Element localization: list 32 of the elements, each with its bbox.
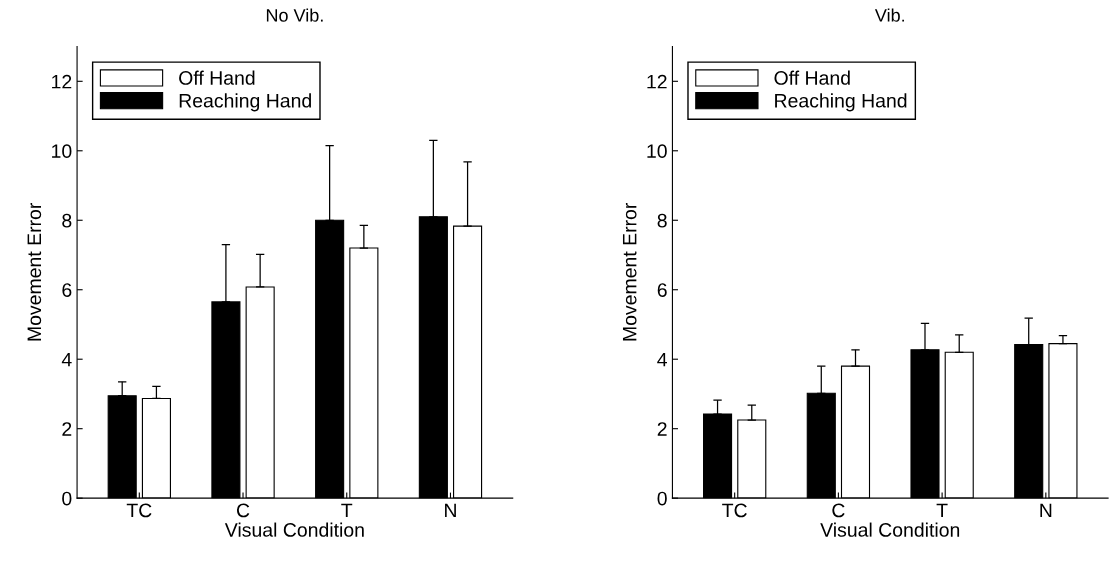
x-axis-title: Visual Condition bbox=[224, 522, 364, 537]
legend-label: Off Hand bbox=[179, 70, 255, 85]
chart-title: No Vib. bbox=[266, 8, 323, 22]
x-tick-label: C bbox=[832, 503, 845, 518]
x-tick-label: TC bbox=[126, 503, 152, 518]
y-axis-title: Movement Error bbox=[622, 202, 637, 341]
y-tick-label: 8 bbox=[657, 213, 667, 228]
y-tick-label: 8 bbox=[62, 213, 72, 228]
legend-label: Reaching Hand bbox=[775, 93, 907, 112]
y-tick-label: 4 bbox=[657, 352, 667, 367]
y-tick-label: 12 bbox=[52, 74, 72, 89]
y-tick-label: 6 bbox=[62, 283, 72, 297]
y-axis-title: Movement Error bbox=[27, 202, 42, 341]
x-tick-label: T bbox=[936, 503, 948, 518]
y-tick-label: 0 bbox=[657, 491, 667, 506]
x-tick-label: N bbox=[445, 503, 456, 518]
y-tick-label: 2 bbox=[62, 422, 72, 436]
y-tick-label: 6 bbox=[657, 283, 667, 297]
legend-label: Reaching Hand bbox=[179, 93, 311, 112]
x-tick-label: C bbox=[236, 503, 250, 518]
chart-title: Vib. bbox=[874, 8, 904, 22]
y-tick-label: 10 bbox=[647, 144, 667, 159]
y-tick-label: 0 bbox=[62, 491, 72, 506]
x-tick-label: N bbox=[1040, 503, 1052, 518]
x-axis-title: Visual Condition bbox=[820, 522, 960, 537]
x-tick-label: TC bbox=[722, 503, 747, 518]
y-tick-label: 10 bbox=[52, 144, 72, 159]
y-tick-label: 4 bbox=[61, 352, 72, 367]
x-tick-label: T bbox=[341, 503, 353, 518]
y-tick-label: 12 bbox=[647, 74, 667, 89]
y-tick-label: 2 bbox=[657, 422, 667, 436]
legend-label: Off Hand bbox=[774, 70, 850, 85]
